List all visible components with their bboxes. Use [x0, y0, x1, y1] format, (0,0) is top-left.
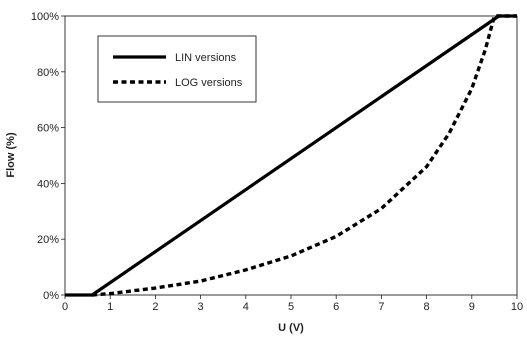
x-tick-label: 5: [288, 301, 294, 313]
y-axis-title: Flow (%): [5, 132, 17, 178]
x-axis-title: U (V): [278, 322, 304, 334]
series-line-log-versions: [91, 14, 517, 297]
legend-label-lin-versions: LIN versions: [175, 52, 237, 64]
legend-box: [97, 35, 257, 103]
x-tick-label: 0: [62, 301, 68, 313]
x-tick-label: 9: [469, 301, 475, 313]
x-tick-label: 2: [152, 301, 158, 313]
x-tick-label: 6: [333, 301, 339, 313]
x-tick-label: 3: [198, 301, 204, 313]
y-tick-label: 60%: [37, 123, 59, 135]
y-tick-label: 80%: [37, 67, 59, 79]
legend-label-log-versions: LOG versions: [175, 77, 243, 89]
x-tick-label: 7: [378, 301, 384, 313]
x-tick-label: 4: [243, 301, 249, 313]
y-tick-label: 0%: [43, 290, 59, 302]
y-tick-label: 20%: [37, 234, 59, 246]
x-tick-label: 8: [424, 301, 430, 313]
y-tick-label: 100%: [31, 11, 59, 23]
y-tick-label: 40%: [37, 178, 59, 190]
x-tick-label: 1: [107, 301, 113, 313]
x-tick-label: 10: [511, 301, 523, 313]
